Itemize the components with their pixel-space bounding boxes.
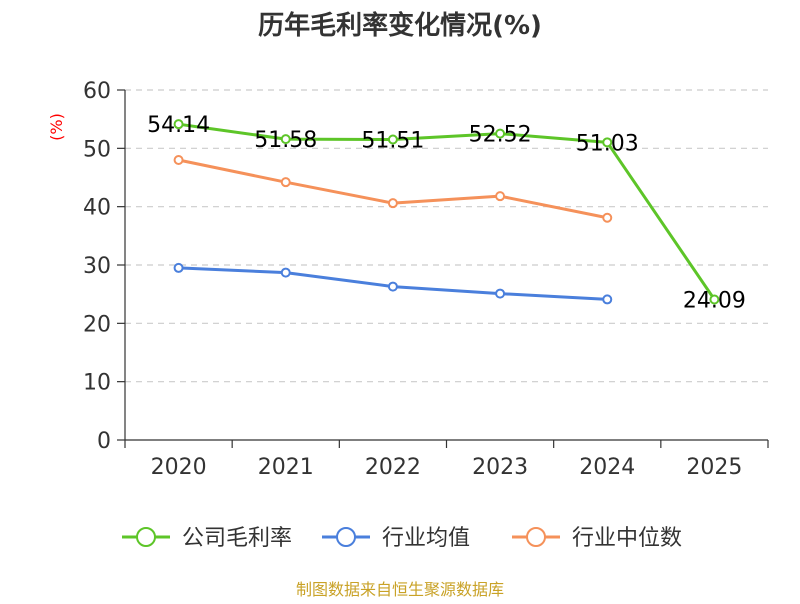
x-tick-label: 2023 (472, 455, 528, 480)
data-point[interactable] (602, 294, 613, 305)
legend[interactable]: 公司毛利率 行业均值 行业中位数 (122, 526, 682, 551)
series-line (178, 158, 608, 220)
data-label: 54.14 (147, 113, 210, 138)
y-tick-label: 50 (83, 137, 111, 162)
data-point[interactable] (387, 198, 398, 209)
data-point[interactable] (173, 155, 184, 165)
data-point[interactable] (387, 281, 398, 292)
legend-item[interactable]: 行业中位数 (512, 526, 682, 551)
data-point[interactable] (495, 191, 506, 202)
data-point[interactable] (280, 267, 291, 278)
data-label: 51.03 (576, 131, 639, 156)
legend-marker (526, 527, 546, 547)
data-label: 51.51 (361, 129, 424, 154)
data-point[interactable] (602, 137, 613, 148)
axes: 0 10 20 30 40 50 60 2020 2021 2022 2023 2024 2025 (83, 79, 769, 480)
chart-title: 历年毛利率变化情况(%) (258, 10, 542, 41)
y-axis-label: (%) (47, 113, 66, 141)
data-point[interactable] (280, 134, 291, 145)
y-tick-label: 0 (97, 429, 111, 454)
data-point[interactable] (387, 134, 398, 145)
x-tick-label: 2021 (258, 455, 314, 480)
y-tick-label: 10 (83, 371, 111, 396)
data-labels: 54.14 51.58 51.51 52.52 51.03 24.09 (147, 113, 746, 313)
data-point[interactable] (495, 128, 506, 139)
source-note: 制图数据来自恒生聚源数据库 (296, 580, 504, 599)
data-point[interactable] (709, 294, 720, 305)
data-point[interactable] (495, 288, 506, 299)
data-point[interactable] (280, 177, 291, 188)
data-point[interactable] (602, 212, 613, 223)
x-tick-label: 2022 (365, 455, 421, 480)
legend-marker (136, 527, 156, 547)
legend-label: 行业均值 (382, 526, 470, 551)
y-tick-label: 30 (83, 254, 111, 279)
series-lines (173, 119, 720, 305)
series-line (178, 122, 716, 301)
legend-item[interactable]: 行业均值 (322, 526, 470, 551)
data-label: 51.58 (254, 128, 317, 153)
legend-label: 行业中位数 (572, 526, 682, 551)
data-point[interactable] (173, 262, 184, 273)
y-tick-label: 40 (83, 196, 111, 221)
legend-marker (336, 527, 356, 547)
y-tick-label: 20 (83, 312, 111, 337)
x-tick-label: 2024 (579, 455, 635, 480)
legend-item[interactable]: 公司毛利率 (122, 526, 292, 551)
grid-lines (125, 89, 768, 383)
legend-label: 公司毛利率 (182, 526, 292, 551)
y-tick-label: 60 (83, 79, 111, 104)
data-point[interactable] (173, 119, 184, 130)
data-label: 52.52 (469, 123, 532, 148)
data-label: 24.09 (683, 288, 746, 313)
x-tick-label: 2025 (686, 455, 742, 480)
x-tick-label: 2020 (151, 455, 207, 480)
